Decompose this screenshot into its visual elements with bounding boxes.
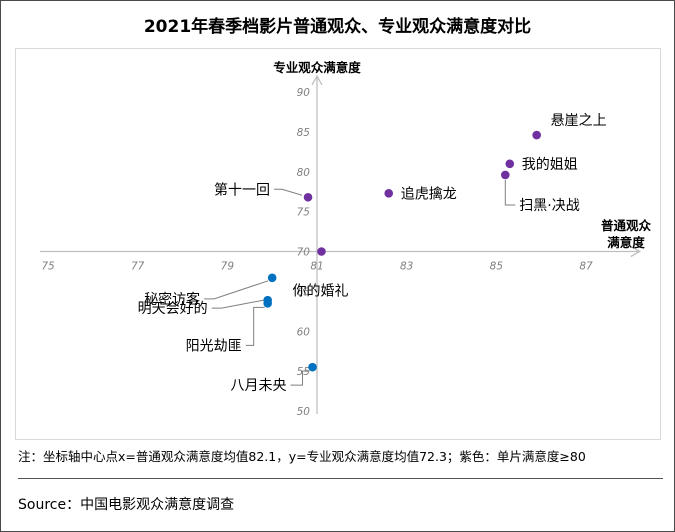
x-axis-title-line1: 普通观众 (601, 218, 652, 233)
point-label: 悬崖之上 (551, 113, 607, 129)
x-tick-label: 85 (490, 261, 504, 273)
leader-line (211, 299, 264, 309)
y-tick-label: 75 (297, 207, 311, 219)
data-point (317, 247, 326, 256)
leader-line (504, 179, 516, 206)
y-tick-label: 80 (297, 167, 311, 179)
data-point (303, 192, 313, 202)
point-label: 第十一回 (214, 181, 270, 198)
y-tick-label: 60 (297, 326, 311, 338)
data-point (263, 299, 272, 308)
point-label: 阳光劫匪 (186, 338, 242, 354)
data-point (532, 130, 541, 140)
data-point (267, 273, 277, 283)
leader-line (245, 306, 265, 346)
data-point (501, 170, 510, 180)
tick-layer: 75 77 79 81 83 85 87 50 55 60 65 70 75 80 85 90 (41, 87, 593, 418)
data-point (308, 362, 317, 372)
chart-title: 2021年春季档影片普通观众、专业观众满意度对比 (143, 17, 532, 37)
point-label: 明天会好的 (138, 301, 208, 317)
plot-area-border (15, 48, 661, 440)
x-tick-label: 75 (41, 261, 55, 273)
leader-line (204, 280, 269, 300)
x-tick-label: 83 (400, 261, 413, 273)
point-label: 我的姐姐 (522, 157, 578, 173)
x-tick-label: 77 (131, 261, 145, 273)
x-tick-label: 81 (310, 261, 323, 273)
footer-divider (18, 478, 663, 479)
x-tick-label: 79 (221, 261, 235, 273)
point-label: 扫黑·决战 (519, 198, 579, 214)
y-tick-label: 90 (297, 87, 311, 99)
y-tick-label: 55 (297, 366, 311, 378)
y-tick-label: 70 (297, 247, 311, 259)
y-tick-label: 50 (297, 406, 311, 418)
leader-line (274, 188, 303, 196)
y-tick-label: 85 (297, 127, 311, 139)
point-label: 秘密访客 (144, 291, 200, 308)
x-tick-label: 87 (579, 261, 593, 273)
data-point (505, 159, 515, 169)
point-label: 八月未央 (231, 378, 287, 394)
y-axis-title: 专业观众满意度 (273, 60, 361, 75)
leader-lines-layer (204, 179, 516, 386)
data-point (384, 188, 394, 198)
y-tick-label: 65 (297, 286, 311, 298)
point-label: 追虎擒龙 (401, 185, 457, 202)
leader-line (290, 370, 310, 386)
x-axis-title-line2: 满意度 (607, 235, 645, 250)
points-layer (263, 130, 541, 372)
point-label: 你的婚礼 (292, 284, 348, 300)
footnote: 注：坐标轴中心点x=普通观众满意度均值82.1，y=专业观众满意度均值72.3；… (18, 449, 586, 464)
source-note: Source：中国电影观众满意度调查 (18, 497, 235, 513)
